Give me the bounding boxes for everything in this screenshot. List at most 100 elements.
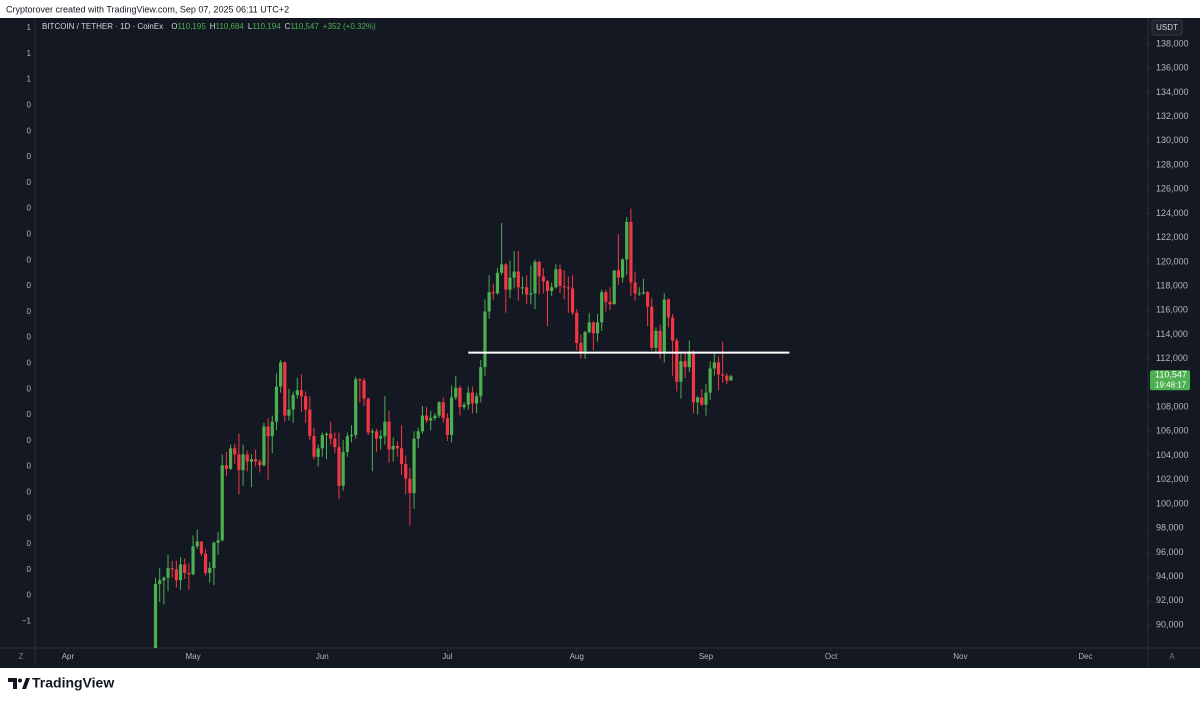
- y-tick-label: 128,000: [1156, 159, 1189, 169]
- candle-body: [203, 553, 208, 573]
- candle-body: [475, 396, 479, 404]
- corner-button[interactable]: Z: [19, 652, 24, 661]
- candle-body: [262, 426, 266, 466]
- left-scale-label: −1: [22, 617, 32, 626]
- candle-body: [304, 396, 308, 410]
- candle-body: [675, 340, 679, 382]
- candle-body: [554, 269, 558, 288]
- candle-body: [283, 362, 287, 416]
- legend-value: 110,547: [290, 22, 319, 31]
- candle-body: [316, 448, 320, 457]
- candle-body: [666, 299, 671, 318]
- left-scale-label: 0: [27, 307, 32, 316]
- y-tick-label: 112,000: [1156, 353, 1188, 363]
- candle-body: [324, 433, 329, 435]
- legend-text: BITCOIN / TETHER · 1D · CoinEx O110,195 H1…: [42, 22, 376, 31]
- x-tick-label: Jun: [316, 652, 329, 661]
- candle-body: [462, 404, 466, 408]
- left-scale-label: 0: [27, 436, 32, 445]
- candle-body: [266, 426, 270, 437]
- left-scale-label: 0: [27, 230, 32, 239]
- candle-body: [487, 292, 491, 312]
- y-tick-label: 98,000: [1156, 523, 1184, 533]
- x-tick-label: Dec: [1078, 652, 1092, 661]
- candle-body: [679, 361, 683, 382]
- candle-body: [449, 397, 454, 435]
- y-tick-label: 126,000: [1156, 184, 1189, 194]
- currency-box[interactable]: [1151, 19, 1183, 36]
- candle-body: [362, 380, 366, 399]
- left-scale-label: 0: [27, 281, 32, 290]
- top-bar: [0, 0, 1200, 18]
- currency-label[interactable]: USDT: [1156, 23, 1178, 32]
- candle-body: [195, 541, 199, 547]
- candle-body: [358, 379, 362, 381]
- legend-key: C: [285, 22, 291, 31]
- legend-value: 110,194: [252, 22, 281, 31]
- candle-body: [691, 351, 696, 403]
- candle-body: [279, 362, 283, 387]
- candle-body: [454, 387, 458, 398]
- candle-body: [570, 288, 575, 313]
- candle-body: [170, 568, 174, 570]
- candle-body: [512, 271, 516, 278]
- left-scale-label: 0: [27, 255, 32, 264]
- candle-body: [641, 292, 646, 294]
- candle-body: [466, 392, 470, 405]
- left-scale-label: 0: [27, 513, 32, 522]
- candle-body: [687, 351, 691, 368]
- candle-body: [587, 322, 591, 333]
- candle-body: [612, 270, 616, 305]
- candle-body: [600, 292, 604, 323]
- candle-body: [633, 282, 637, 294]
- candle-body: [245, 454, 249, 462]
- candle-body: [166, 568, 170, 578]
- candle-body: [374, 431, 379, 439]
- y-tick-label: 104,000: [1156, 450, 1189, 460]
- candle-body: [391, 445, 395, 450]
- candle-body: [545, 281, 550, 291]
- candle-body: [508, 277, 512, 290]
- footer-brand: TradingView: [32, 675, 114, 691]
- left-scale-label: 0: [27, 410, 32, 419]
- y-tick-label: 108,000: [1156, 402, 1189, 412]
- candle-body: [354, 379, 358, 435]
- plot-area: [153, 208, 790, 648]
- candle-body: [445, 418, 450, 435]
- candle-body: [395, 445, 399, 449]
- candle-body: [683, 361, 687, 368]
- left-scale-label: 1: [27, 23, 32, 32]
- candle-body: [696, 397, 700, 403]
- y-tick-label: 120,000: [1156, 256, 1189, 266]
- candle-body: [408, 478, 412, 494]
- candle-body: [387, 421, 391, 450]
- candle-body: [529, 293, 533, 295]
- legend-key: O: [171, 22, 177, 31]
- candle-body: [629, 221, 633, 283]
- footer-logo: [8, 678, 30, 689]
- y-tick-label: 134,000: [1156, 87, 1189, 97]
- candle-body: [349, 434, 354, 437]
- candle-body: [483, 311, 487, 368]
- left-scale-label: 0: [27, 152, 32, 161]
- corner-button[interactable]: A: [1169, 652, 1175, 661]
- symbol-title: BITCOIN / TETHER · 1D · CoinEx: [42, 22, 163, 31]
- left-scale-label: 0: [27, 333, 32, 342]
- candle-body: [174, 569, 178, 581]
- candle-body: [520, 287, 525, 289]
- candle-body: [708, 368, 712, 393]
- candle-body: [212, 542, 216, 569]
- x-tick-label: Sep: [699, 652, 714, 661]
- candle-body: [270, 421, 274, 437]
- x-tick-label: Apr: [62, 652, 75, 661]
- candle-body: [558, 269, 562, 287]
- candle-body: [370, 431, 374, 433]
- candle-body: [345, 436, 349, 452]
- candle-body: [299, 390, 304, 397]
- candle-body: [320, 434, 324, 449]
- y-tick-label: 132,000: [1156, 111, 1189, 121]
- candle-body: [220, 465, 224, 541]
- candle-body: [616, 270, 620, 278]
- candle-body: [287, 409, 291, 416]
